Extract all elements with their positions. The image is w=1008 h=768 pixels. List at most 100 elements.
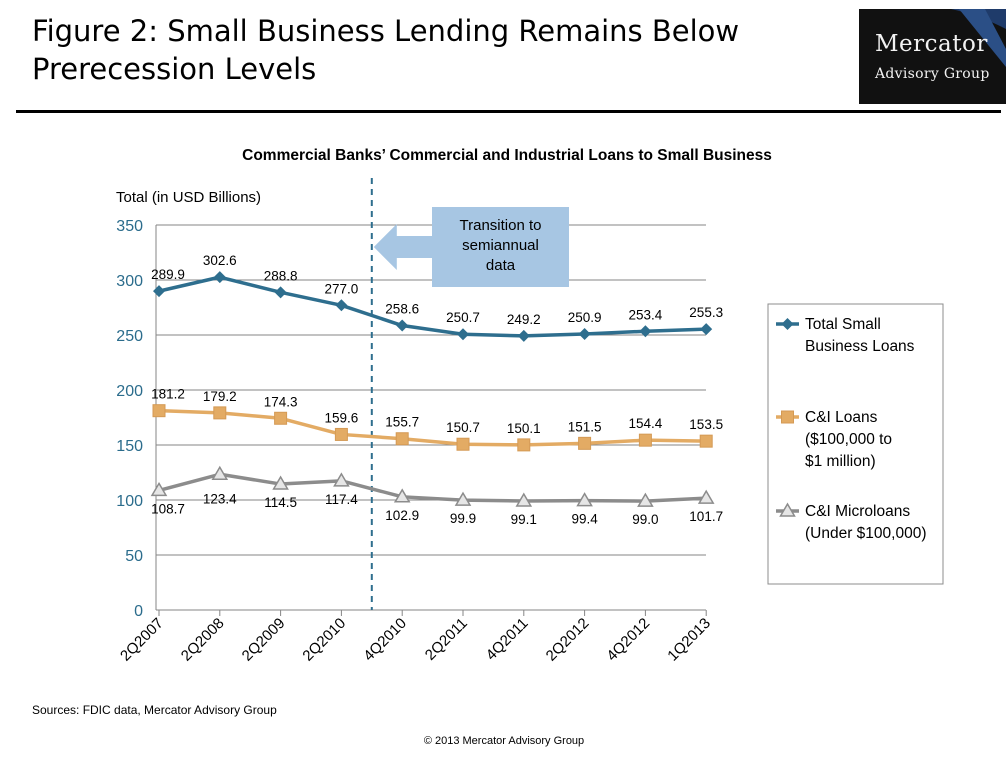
y-tick-label: 250 <box>116 328 143 345</box>
y-tick-label: 150 <box>116 438 143 455</box>
mercator-logo: Mercator Advisory Group <box>859 9 1006 104</box>
data-point <box>578 436 592 450</box>
logo-swoosh-icon <box>951 9 1006 67</box>
legend-entry-text: Business Loans <box>805 338 915 355</box>
figure-title: Figure 2: Small Business Lending Remains… <box>32 14 740 86</box>
y-tick-label: 300 <box>116 273 143 290</box>
data-point <box>517 329 530 342</box>
legend-entry-text: (Under $100,000) <box>805 525 927 542</box>
data-label: 150.7 <box>446 420 480 435</box>
data-point <box>152 404 166 418</box>
data-point <box>578 328 591 341</box>
legend-marker-icon <box>781 410 794 424</box>
data-label: 153.5 <box>689 417 723 432</box>
data-label: 99.0 <box>632 512 658 527</box>
x-tick-label: 2Q2007 <box>117 615 167 665</box>
copyright-note: © 2013 Mercator Advisory Group <box>423 735 585 747</box>
data-point <box>576 492 593 507</box>
data-label: 114.5 <box>264 495 297 510</box>
x-tick-label: 2Q2008 <box>178 615 228 665</box>
data-label: 302.6 <box>203 253 237 268</box>
logo-line1: Mercator <box>875 31 988 57</box>
x-tick-label: 1Q2013 <box>664 615 714 665</box>
data-label: 159.6 <box>325 410 359 425</box>
data-point <box>454 491 472 506</box>
legend-entry-text: C&I Loans <box>805 409 878 426</box>
data-label: 151.5 <box>568 419 602 434</box>
series-line <box>158 408 707 447</box>
x-tick-label: 4Q2012 <box>603 615 653 665</box>
y-axis-label: Total (in USD Billions) <box>116 189 261 206</box>
x-tick-label: 4Q2010 <box>360 615 410 665</box>
legend-entry-text: Total Small <box>805 316 881 333</box>
data-point <box>457 328 469 341</box>
transition-annotation-line: semiannual <box>462 237 539 254</box>
x-tick-label: 2Q2010 <box>299 615 349 665</box>
series-line <box>158 275 707 338</box>
y-tick-label: 50 <box>125 548 143 565</box>
data-label: 154.4 <box>629 416 663 431</box>
data-point <box>395 432 409 446</box>
data-point <box>213 271 226 284</box>
data-label: 117.4 <box>325 492 358 507</box>
data-point <box>213 406 227 420</box>
data-label: 150.1 <box>507 421 541 436</box>
data-point <box>153 285 165 298</box>
data-label: 108.7 <box>151 501 185 516</box>
y-tick-label: 200 <box>116 383 143 400</box>
data-point <box>456 437 470 451</box>
data-point <box>396 319 409 332</box>
data-label: 255.3 <box>689 305 723 320</box>
data-label: 99.1 <box>511 512 537 527</box>
data-point <box>517 438 531 452</box>
transition-arrow-icon <box>373 224 432 270</box>
transition-annotation-line: Transition to <box>460 217 542 234</box>
data-label: 253.4 <box>629 307 663 322</box>
data-label: 181.2 <box>151 387 185 402</box>
sources-note: Sources: FDIC data, Mercator Advisory Gr… <box>32 703 277 717</box>
legend-marker-icon <box>779 502 796 517</box>
y-tick-label: 100 <box>116 493 143 510</box>
data-label: 179.2 <box>203 389 237 404</box>
series-line <box>158 472 707 503</box>
data-point <box>335 299 348 312</box>
data-point <box>637 492 654 507</box>
transition-box <box>432 207 569 287</box>
data-point <box>274 411 288 425</box>
data-label: 249.2 <box>507 312 541 327</box>
transition-annotation-line: data <box>486 257 516 274</box>
legend-box <box>767 303 944 585</box>
data-point <box>639 325 652 338</box>
header-divider <box>16 110 1001 113</box>
data-point <box>333 472 350 487</box>
x-tick-label: 2Q2012 <box>543 615 593 665</box>
logo-line2: Advisory Group <box>875 66 990 82</box>
data-label: 277.0 <box>325 281 359 296</box>
data-point <box>211 465 229 481</box>
legend-entry-text: $1 million) <box>805 453 876 470</box>
data-point <box>638 433 652 447</box>
data-label: 101.7 <box>689 509 723 524</box>
data-label: 99.4 <box>571 512 598 527</box>
data-point <box>393 488 411 503</box>
line-chart: Commercial Banks’ Commercial and Industr… <box>116 147 944 665</box>
data-label: 250.9 <box>568 310 602 325</box>
data-point <box>272 475 289 490</box>
data-label: 258.6 <box>385 302 419 317</box>
data-label: 288.8 <box>264 268 298 283</box>
data-label: 155.7 <box>385 415 419 430</box>
x-tick-label: 4Q2011 <box>483 615 532 664</box>
y-tick-label: 350 <box>116 218 143 235</box>
data-point <box>699 434 713 448</box>
data-point <box>150 481 168 497</box>
legend-entry-text: ($100,000 to <box>805 431 892 448</box>
data-point <box>274 286 287 299</box>
data-point <box>334 427 348 441</box>
data-label: 289.9 <box>151 267 185 282</box>
legend-entry-text: C&I Microloans <box>805 503 910 520</box>
data-point <box>700 323 713 336</box>
data-point <box>697 489 715 504</box>
x-tick-label: 2Q2009 <box>239 615 289 665</box>
x-tick-label: 2Q2011 <box>422 615 471 664</box>
data-label: 250.7 <box>446 310 480 325</box>
